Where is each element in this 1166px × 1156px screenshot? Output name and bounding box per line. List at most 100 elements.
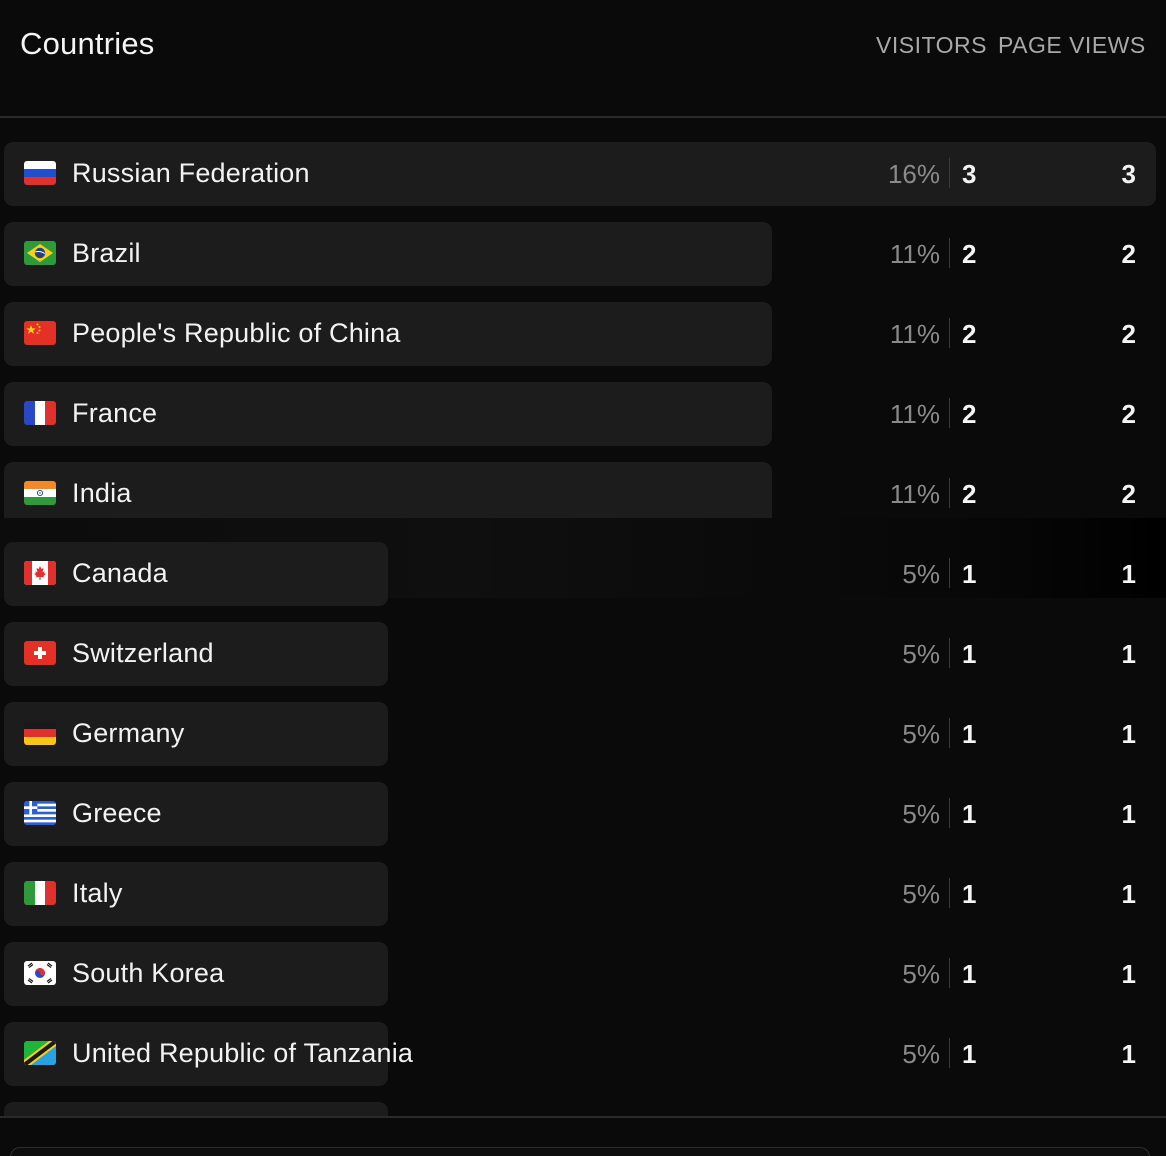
share-bar xyxy=(4,1022,388,1086)
country-name: Canada xyxy=(72,558,168,588)
pageview-count: 1 xyxy=(1121,1039,1136,1069)
pageview-count: 2 xyxy=(1121,479,1136,509)
italy-flag-icon xyxy=(24,881,56,905)
share-bar xyxy=(4,462,772,526)
footer-button[interactable] xyxy=(10,1147,1150,1156)
percent-separator xyxy=(949,638,950,668)
country-name: Brazil xyxy=(72,238,141,268)
share-bar xyxy=(4,622,388,686)
percent-separator xyxy=(949,478,950,508)
pageview-count: 1 xyxy=(1121,959,1136,989)
share-bar xyxy=(4,862,388,926)
country-name: People's Republic of China xyxy=(72,318,401,348)
pageview-count: 1 xyxy=(1121,879,1136,909)
country-name: Greece xyxy=(72,798,162,828)
russia-flag-icon xyxy=(24,161,56,185)
country-name: Switzerland xyxy=(72,638,214,668)
south-korea-flag-icon xyxy=(24,961,56,985)
share-bar xyxy=(4,222,772,286)
percent-separator xyxy=(949,398,950,428)
canada-flag-icon xyxy=(24,561,56,585)
visitor-count: 2 xyxy=(962,319,977,349)
country-name: Russian Federation xyxy=(72,158,310,188)
visitor-count: 3 xyxy=(962,159,977,189)
percent-separator xyxy=(949,798,950,828)
percent-separator xyxy=(949,558,950,588)
pageview-count: 1 xyxy=(1121,719,1136,749)
country-name: Germany xyxy=(72,718,185,748)
visitor-percent: 16% xyxy=(887,159,940,189)
visitor-percent: 5% xyxy=(902,879,940,909)
country-row[interactable] xyxy=(0,1078,1166,1116)
visitor-count: 1 xyxy=(962,799,977,829)
brazil-flag-icon xyxy=(24,241,56,265)
visitor-count: 1 xyxy=(962,719,977,749)
tanzania-flag-icon xyxy=(24,1041,56,1065)
country-row[interactable]: Brazil 11% 2 2 xyxy=(0,198,1166,286)
switzerland-flag-icon xyxy=(24,641,56,665)
share-bar xyxy=(4,942,388,1006)
share-bar xyxy=(4,142,1156,206)
country-row[interactable]: Switzerland 5% 1 1 xyxy=(0,598,1166,686)
visitor-count: 1 xyxy=(962,559,977,589)
percent-separator xyxy=(949,1038,950,1068)
visitor-count: 2 xyxy=(962,399,977,429)
percent-separator xyxy=(949,878,950,908)
visitor-count: 2 xyxy=(962,239,977,269)
greece-flag-icon xyxy=(24,801,56,825)
country-row[interactable]: Greece 5% 1 1 xyxy=(0,758,1166,846)
country-name: India xyxy=(72,478,132,508)
visitor-count: 1 xyxy=(962,639,977,669)
percent-separator xyxy=(949,158,950,188)
pageview-count: 2 xyxy=(1121,319,1136,349)
pageview-count: 2 xyxy=(1121,399,1136,429)
country-row[interactable]: Russian Federation 16% 3 3 xyxy=(0,118,1166,206)
country-name: South Korea xyxy=(72,958,225,988)
visitor-percent: 5% xyxy=(902,1039,940,1069)
visitor-count: 1 xyxy=(962,959,977,989)
footer-divider xyxy=(0,1116,1166,1118)
country-row[interactable]: Germany 5% 1 1 xyxy=(0,678,1166,766)
country-row[interactable]: United Republic of Tanzania 5% 1 1 xyxy=(0,998,1166,1086)
share-bar xyxy=(4,1102,388,1116)
pageview-count: 3 xyxy=(1121,159,1136,189)
china-flag-icon xyxy=(24,321,56,345)
visitor-count: 1 xyxy=(962,879,977,909)
pageview-count: 1 xyxy=(1121,799,1136,829)
visitor-percent: 11% xyxy=(889,399,940,429)
visitor-percent: 5% xyxy=(902,799,940,829)
country-row[interactable]: People's Republic of China 11% 2 2 xyxy=(0,278,1166,366)
percent-separator xyxy=(949,238,950,268)
country-name: Italy xyxy=(72,878,123,908)
share-bar xyxy=(4,542,388,606)
france-flag-icon xyxy=(24,401,56,425)
visitor-percent: 11% xyxy=(889,239,940,269)
panel-header: Countries VISITORS PAGE VIEWS xyxy=(0,0,1166,116)
country-name: United Republic of Tanzania xyxy=(72,1038,414,1068)
india-flag-icon xyxy=(24,481,56,505)
country-row[interactable]: France 11% 2 2 xyxy=(0,358,1166,446)
country-row[interactable]: South Korea 5% 1 1 xyxy=(0,918,1166,1006)
visitor-percent: 5% xyxy=(902,559,940,589)
share-bar xyxy=(4,302,772,366)
pageview-count: 1 xyxy=(1121,639,1136,669)
visitor-percent: 11% xyxy=(889,319,940,349)
country-list: Russian Federation 16% 3 3 Brazil 11% 2 2 People… xyxy=(0,118,1166,1116)
country-row[interactable]: Italy 5% 1 1 xyxy=(0,838,1166,926)
country-name: France xyxy=(72,398,158,428)
country-row[interactable]: Canada 5% 1 1 xyxy=(0,518,1166,606)
pageview-count: 1 xyxy=(1121,559,1136,589)
visitor-percent: 5% xyxy=(902,719,940,749)
percent-separator xyxy=(949,718,950,748)
visitors-column-header[interactable]: VISITORS xyxy=(876,32,987,58)
visitor-count: 2 xyxy=(962,479,977,509)
percent-separator xyxy=(949,958,950,988)
pageview-count: 2 xyxy=(1121,239,1136,269)
visitor-percent: 5% xyxy=(902,959,940,989)
share-bar xyxy=(4,782,388,846)
percent-separator xyxy=(949,318,950,348)
country-row[interactable]: India 11% 2 2 xyxy=(0,438,1166,526)
pageviews-column-header[interactable]: PAGE VIEWS xyxy=(998,32,1146,58)
header-divider xyxy=(0,116,1166,118)
